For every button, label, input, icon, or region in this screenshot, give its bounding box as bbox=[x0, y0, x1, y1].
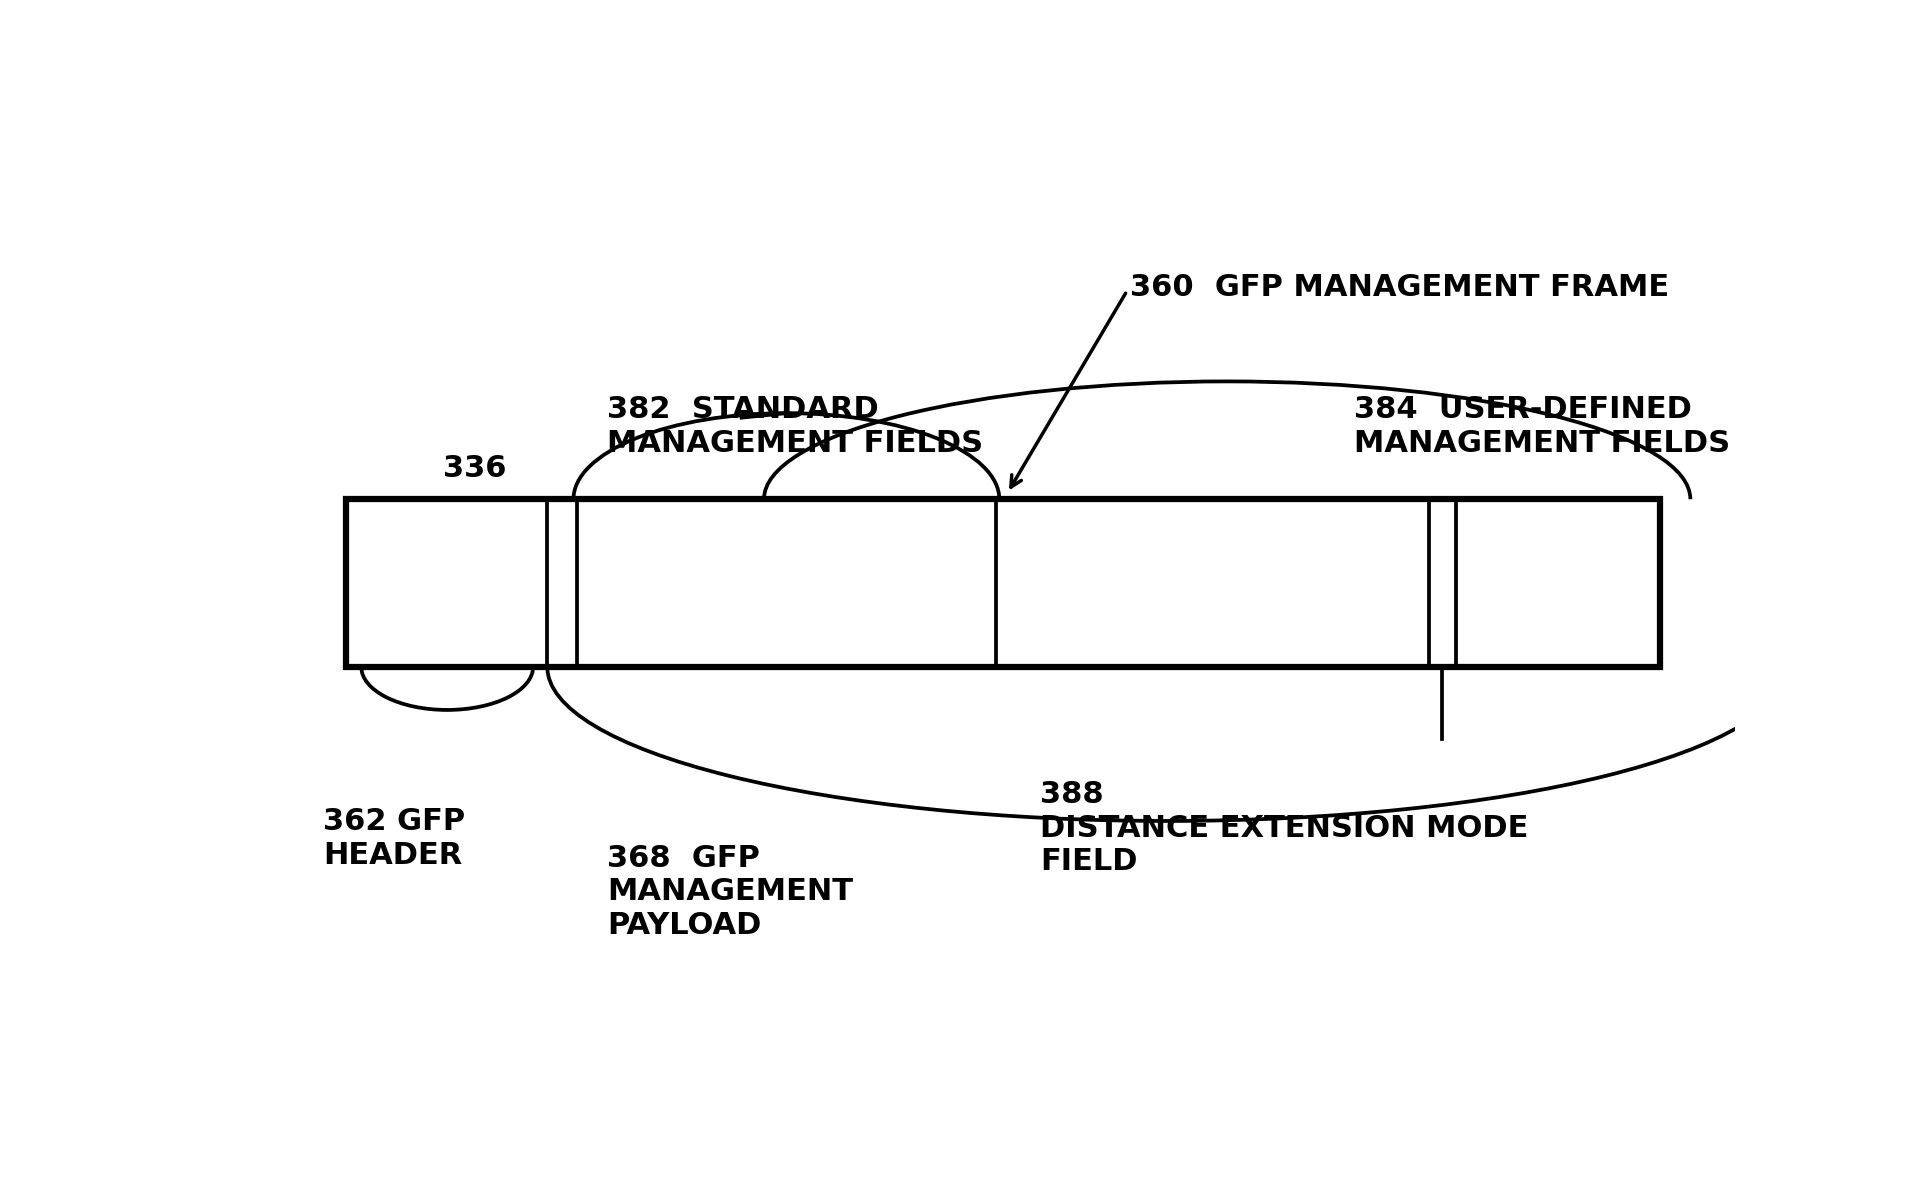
Text: 388
DISTANCE EXTENSION MODE
FIELD: 388 DISTANCE EXTENSION MODE FIELD bbox=[1041, 780, 1529, 877]
Text: 382  STANDARD
MANAGEMENT FIELDS: 382 STANDARD MANAGEMENT FIELDS bbox=[607, 395, 983, 458]
Bar bbox=[345, 499, 1660, 667]
Text: 362 GFP
HEADER: 362 GFP HEADER bbox=[324, 807, 465, 870]
Text: 336: 336 bbox=[443, 454, 507, 483]
Text: 384  USER-DEFINED
MANAGEMENT FIELDS: 384 USER-DEFINED MANAGEMENT FIELDS bbox=[1353, 395, 1729, 458]
Text: 368  GFP
MANAGEMENT
PAYLOAD: 368 GFP MANAGEMENT PAYLOAD bbox=[607, 844, 852, 939]
Text: 360  GFP MANAGEMENT FRAME: 360 GFP MANAGEMENT FRAME bbox=[1130, 273, 1670, 301]
